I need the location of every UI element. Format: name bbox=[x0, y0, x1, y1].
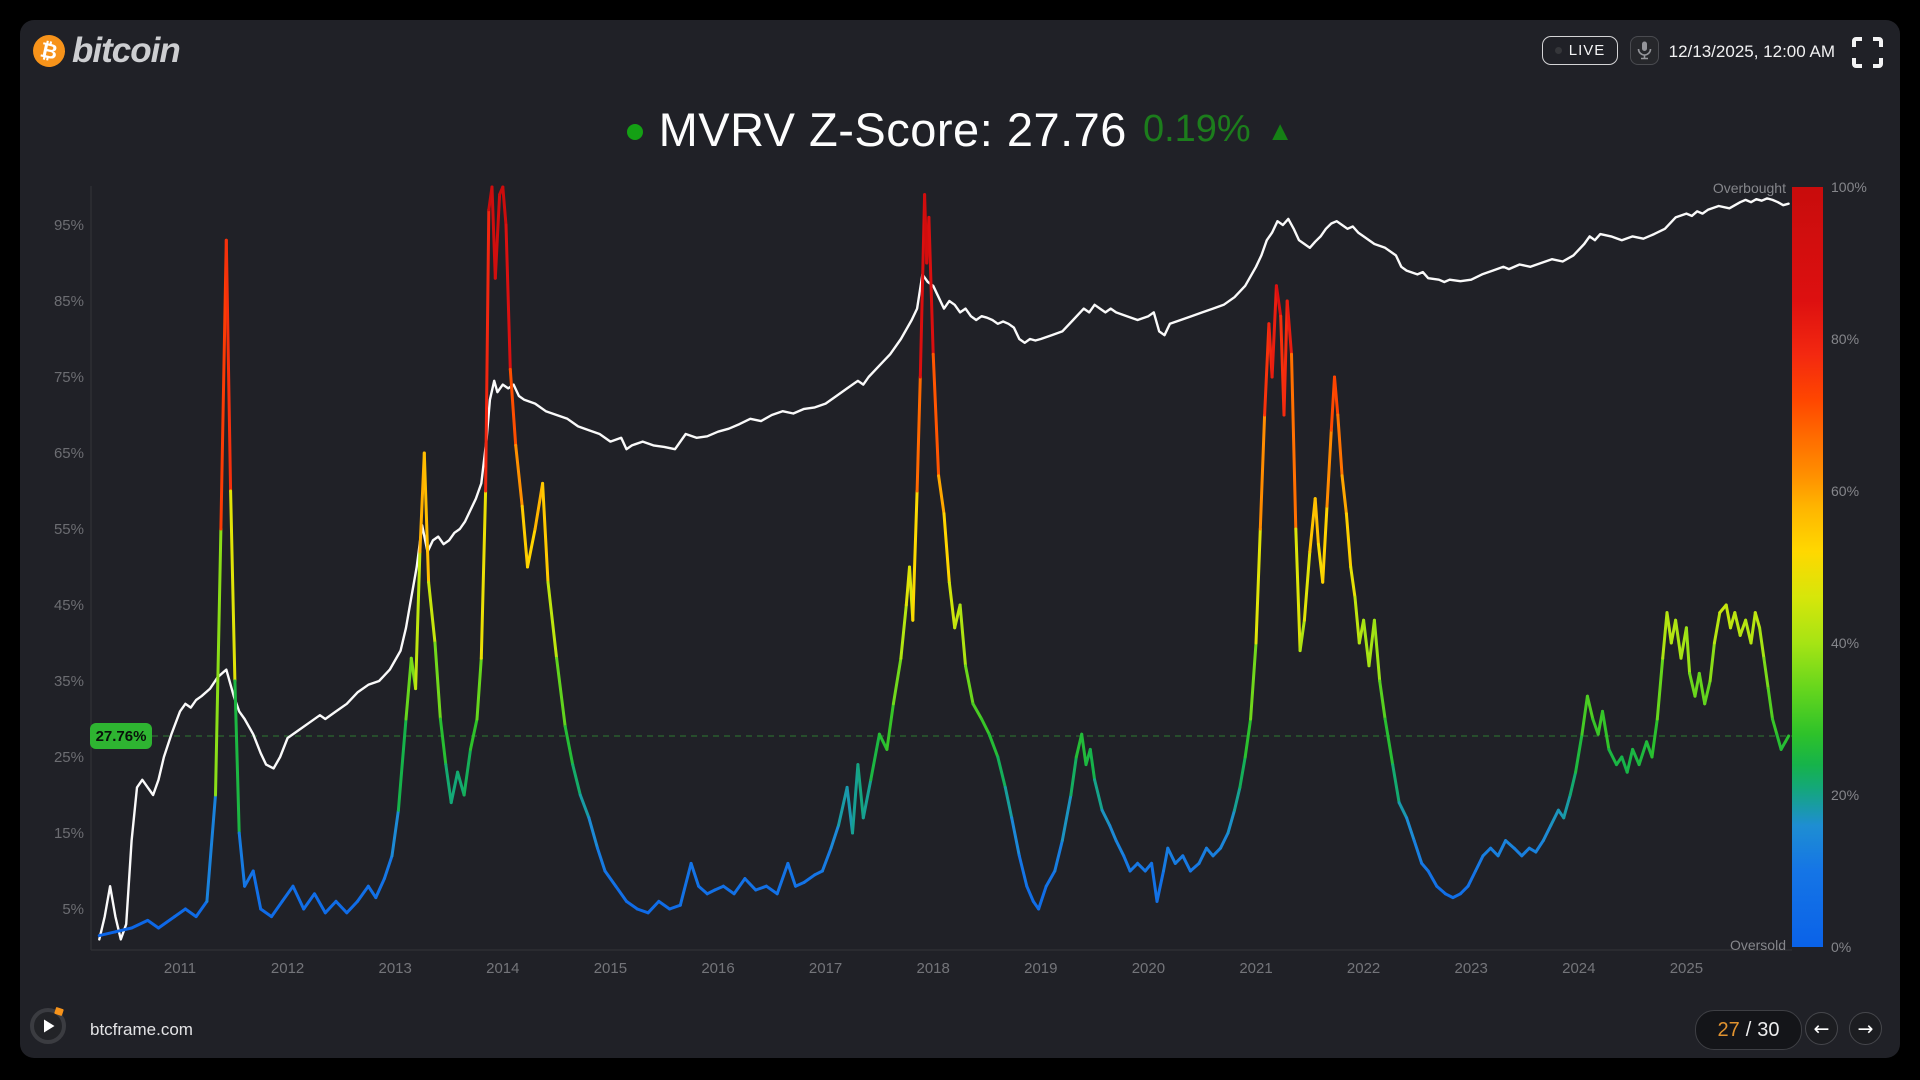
x-tick-label: 2019 bbox=[1024, 960, 1057, 977]
axes bbox=[90, 186, 1792, 951]
colorbar-tick-label: 0% bbox=[1831, 939, 1851, 955]
colorbar-tick-label: 100% bbox=[1831, 179, 1867, 195]
prev-chart-button[interactable]: ← bbox=[1805, 1012, 1838, 1045]
mvrv-chart: 5%15%25%35%45%55%65%75%85%95%2011 2012 201… bbox=[54, 179, 1867, 977]
arrow-left-icon: ← bbox=[1813, 1017, 1830, 1040]
x-tick-label: 2025 bbox=[1670, 960, 1703, 977]
colorbar-tick-label: 60% bbox=[1831, 483, 1859, 499]
svg-text:27.76%: 27.76% bbox=[96, 728, 147, 745]
page-current: 27 bbox=[1717, 1018, 1740, 1041]
x-tick-label: 2024 bbox=[1562, 960, 1595, 977]
x-tick-label: 2018 bbox=[917, 960, 950, 977]
y-tick-label: 55% bbox=[54, 521, 84, 538]
x-tick-label: 2021 bbox=[1239, 960, 1272, 977]
x-tick-label: 2012 bbox=[271, 960, 304, 977]
y-tick-label: 75% bbox=[54, 369, 84, 386]
price-line bbox=[98, 197, 1790, 941]
colorbar-tick-label: 80% bbox=[1831, 331, 1859, 347]
play-button[interactable] bbox=[30, 1006, 66, 1044]
x-tick-label: 2017 bbox=[809, 960, 842, 977]
page-total: 30 bbox=[1757, 1018, 1780, 1041]
x-tick-label: 2011 bbox=[164, 960, 196, 977]
fullscreen-button[interactable] bbox=[1852, 37, 1883, 68]
y-tick-label: 15% bbox=[54, 825, 84, 842]
y-tick-label: 25% bbox=[54, 749, 84, 766]
next-chart-button[interactable]: → bbox=[1849, 1012, 1882, 1045]
x-tick-label: 2015 bbox=[594, 960, 627, 977]
x-tick-label: 2013 bbox=[379, 960, 412, 977]
arrow-right-icon: → bbox=[1857, 1017, 1874, 1040]
x-axis-labels: 2011 2012 2013 2014 2015 2016 2017 2018 2019 2020… bbox=[164, 960, 1703, 977]
colorbar-tick-label: 20% bbox=[1831, 787, 1859, 803]
live-button[interactable]: LIVE bbox=[1542, 36, 1618, 65]
green-status-dot bbox=[626, 123, 643, 140]
chart-title-row: MVRV Z-Score: 27.76 0.19% ▲ bbox=[20, 102, 1900, 157]
page-indicator[interactable]: 27 / 30 bbox=[1695, 1010, 1802, 1050]
fullscreen-icon bbox=[1852, 37, 1883, 68]
microphone-icon bbox=[1637, 41, 1652, 60]
brand-logo: ₿ bitcoin bbox=[30, 31, 181, 71]
x-tick-label: 2022 bbox=[1347, 960, 1380, 977]
y-tick-label: 95% bbox=[54, 217, 84, 234]
y-tick-label: 35% bbox=[54, 673, 84, 690]
page-title: MVRV Z-Score: 27.76 bbox=[658, 103, 1127, 156]
y-tick-label: 45% bbox=[54, 597, 84, 614]
page-separator: / bbox=[1745, 1018, 1752, 1041]
x-tick-label: 2020 bbox=[1132, 960, 1165, 977]
up-triangle-icon: ▲ bbox=[1266, 116, 1294, 146]
colorbar: 0% 20% 40% 60% 80% 100% Overbought Oversold bbox=[1713, 179, 1867, 955]
microphone-button[interactable] bbox=[1630, 36, 1659, 65]
x-tick-label: 2023 bbox=[1455, 960, 1488, 977]
app-panel: 5% 15% 25% 35% 45% 55% 65% 75% 85% 95% 2011 2012 201… bbox=[20, 20, 1900, 1058]
colorbar-gradient bbox=[1792, 187, 1823, 947]
brand-wordmark: bitcoin bbox=[72, 31, 181, 70]
bitcoin-coin-icon: ₿ bbox=[30, 32, 68, 70]
x-tick-label: 2014 bbox=[486, 960, 519, 977]
y-tick-label: 5% bbox=[62, 901, 84, 918]
live-label: LIVE bbox=[1568, 42, 1606, 59]
x-tick-label: 2016 bbox=[701, 960, 734, 977]
live-status-dot bbox=[1554, 47, 1562, 54]
change-percent: 0.19% bbox=[1142, 108, 1251, 150]
site-label: btcframe.com bbox=[90, 1020, 193, 1039]
oversold-label: Oversold bbox=[1730, 937, 1786, 953]
y-axis-labels: 5% 15% 25% 35% 45% 55% 65% 75% 85% 95% bbox=[54, 217, 84, 918]
datetime-label: 12/13/2025, 12:00 AM bbox=[1668, 42, 1835, 61]
colorbar-tick-label: 40% bbox=[1831, 635, 1859, 651]
play-progress-notch bbox=[54, 1006, 64, 1017]
y-tick-label: 85% bbox=[54, 293, 84, 310]
current-value-badge: 27.76% bbox=[90, 723, 152, 750]
y-tick-label: 65% bbox=[54, 445, 84, 462]
zscore-line bbox=[97, 185, 1791, 938]
overbought-label: Overbought bbox=[1713, 180, 1786, 196]
play-icon bbox=[43, 1019, 54, 1033]
